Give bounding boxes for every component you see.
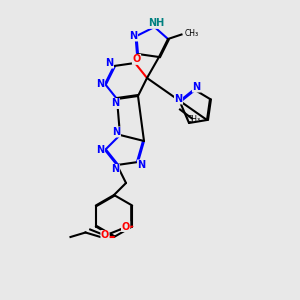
Text: N: N [96,145,105,155]
Text: N: N [174,94,183,104]
Text: N: N [96,79,105,89]
Text: N: N [105,58,114,68]
Text: N: N [137,160,146,170]
Text: N: N [112,127,121,137]
Text: N: N [111,164,120,175]
Text: O: O [132,54,141,64]
Text: NH: NH [148,18,164,28]
Text: N: N [192,82,201,92]
Text: N: N [129,31,138,41]
Text: CH₃: CH₃ [184,29,199,38]
Text: N: N [111,98,120,109]
Text: O: O [101,230,109,241]
Text: O: O [122,221,130,232]
Text: CH₃: CH₃ [186,115,201,124]
